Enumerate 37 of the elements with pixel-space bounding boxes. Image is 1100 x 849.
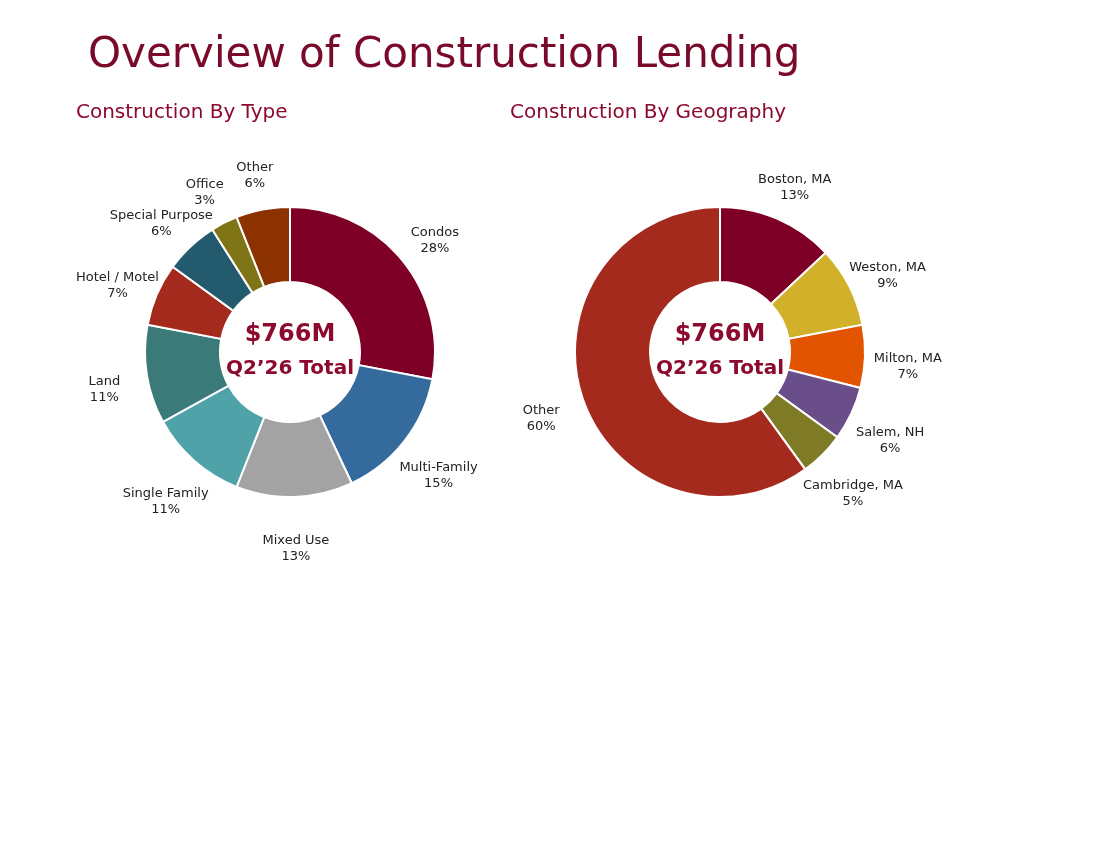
data-label: 6% [244,175,266,191]
text: Overview of Construction Lending [88,28,802,77]
slice-label: Milton, MA [873,349,943,365]
data-label: 7% [107,285,128,301]
text: $766M [674,319,766,347]
chart-title: Construction By Geography [510,99,787,123]
data-label: 11% [89,389,119,405]
data-label: 11% [151,501,181,517]
slice-label: Other [236,159,274,175]
slice-label: Salem, NH [855,424,925,440]
data-label: 15% [424,475,453,491]
data-label: 60% [526,418,556,434]
data-label: 6% [150,222,172,238]
text: Q2’26 Total [656,355,784,379]
slice-label: Land [88,373,121,389]
data-label: 9% [877,274,898,290]
text: Q2’26 Total [226,355,354,379]
slice-label: Mixed Use [262,531,330,547]
slice-label: Multi-Family [399,459,478,475]
slice-label: Boston, MA [758,171,832,187]
data-label: 28% [420,240,450,256]
data-label: 3% [194,192,215,208]
slice-label: Office [185,176,224,192]
slice-label: Weston, MA [849,258,926,274]
data-label: 13% [281,547,311,563]
data-label: 13% [780,187,810,203]
slice-label: Special Purpose [109,206,213,222]
text: $766M [244,319,336,347]
data-label: 7% [897,365,919,381]
data-label: 5% [842,492,864,508]
slice-label: Single Family [122,485,209,501]
slice-label: Hotel / Motel [75,269,159,285]
slice-label: Cambridge, MA [803,476,903,492]
slice-label: Other [522,402,561,418]
slice-label: Condos [410,224,460,240]
data-label: 6% [879,440,901,456]
chart-title: Construction By Type [75,99,288,123]
